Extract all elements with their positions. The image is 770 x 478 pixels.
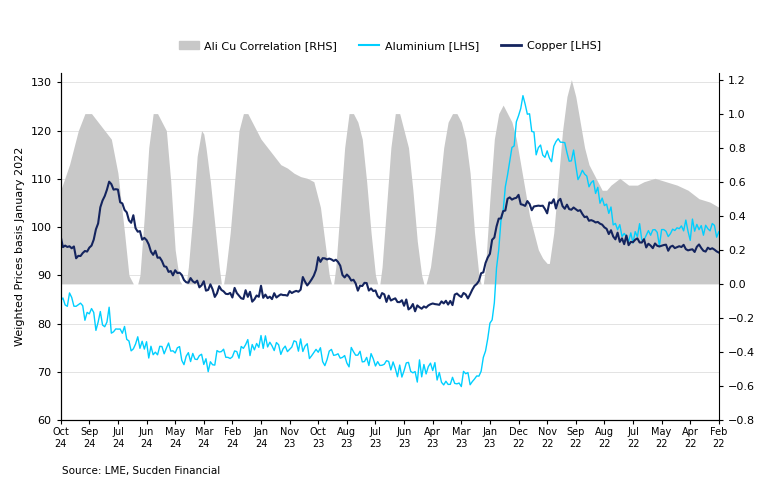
Legend: Ali Cu Correlation [RHS], Aluminium [LHS], Copper [LHS]: Ali Cu Correlation [RHS], Aluminium [LHS…: [174, 37, 605, 55]
Y-axis label: Weighted Prices basis January 2022: Weighted Prices basis January 2022: [15, 147, 25, 346]
Text: Source: LME, Sucden Financial: Source: LME, Sucden Financial: [62, 466, 220, 476]
